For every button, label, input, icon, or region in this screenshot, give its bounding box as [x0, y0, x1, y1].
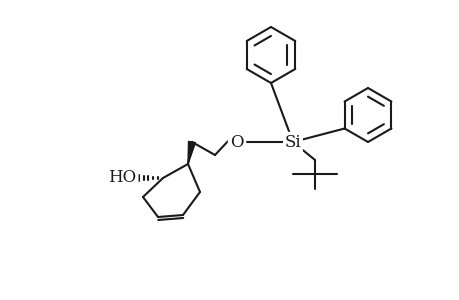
- Text: HO: HO: [108, 169, 136, 187]
- Text: Si: Si: [284, 134, 301, 151]
- Polygon shape: [188, 141, 195, 164]
- Text: O: O: [230, 134, 243, 151]
